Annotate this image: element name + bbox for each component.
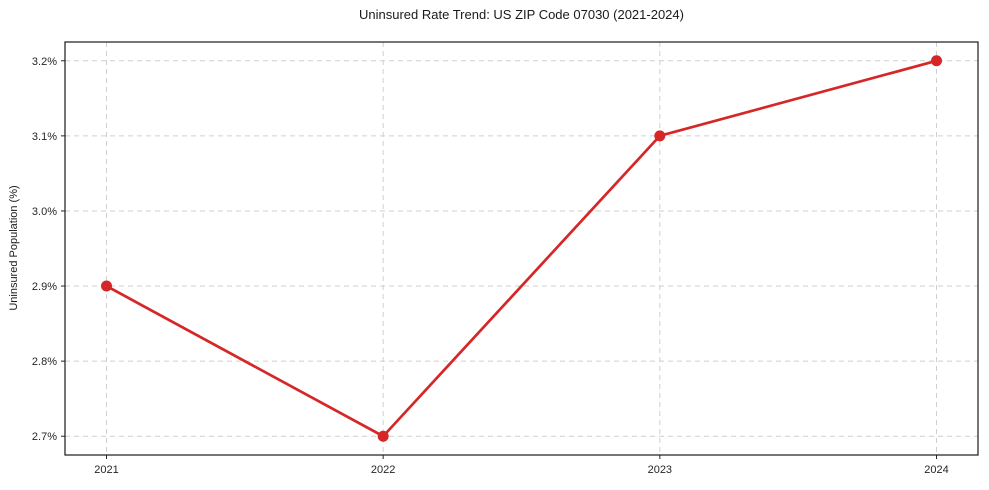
x-tick-label: 2024 [924, 464, 948, 476]
y-tick-label: 2.9% [32, 281, 57, 293]
y-tick-label: 2.8% [32, 356, 57, 368]
x-tick-label: 2023 [648, 464, 672, 476]
y-tick-label: 3.1% [32, 131, 57, 143]
data-point [377, 430, 389, 442]
data-point [101, 280, 112, 292]
x-tick-label: 2022 [371, 464, 395, 476]
chart-title: Uninsured Rate Trend: US ZIP Code 07030 … [359, 7, 684, 22]
trend-line [105, 59, 938, 438]
x-tick-label: 2021 [94, 464, 118, 476]
y-tick-label: 3.2% [32, 56, 57, 68]
data-point [654, 130, 666, 142]
plot-border [64, 41, 979, 456]
data-point [931, 55, 942, 67]
y-tick-label: 3.0% [32, 206, 57, 218]
y-tick-label: 2.7% [32, 431, 57, 443]
